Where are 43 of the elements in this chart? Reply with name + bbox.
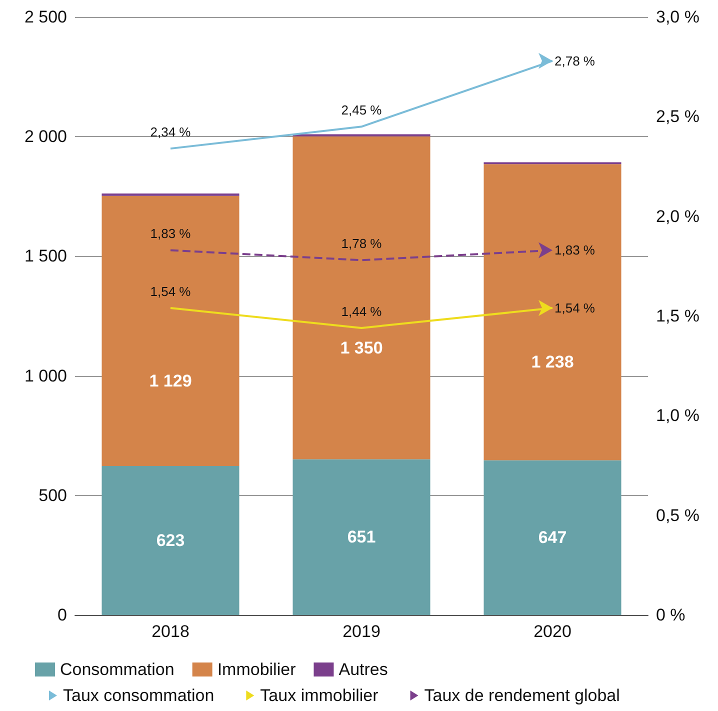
data-label: 623: [156, 530, 185, 550]
data-label: 1 238: [531, 352, 574, 372]
bar: [292, 459, 430, 615]
data-label: 1 350: [340, 338, 383, 358]
y2-tick-label: 2,0 %: [656, 206, 700, 226]
legend-label: Consommation: [60, 660, 174, 679]
data-label: 2,78 %: [554, 53, 596, 68]
legend-label: Taux immobilier: [260, 686, 379, 705]
bar: [102, 196, 240, 466]
x-tick-label: 2018: [152, 622, 190, 641]
data-label: 1,83 %: [554, 242, 596, 258]
y-tick-label: 0: [58, 606, 67, 624]
y-tick-label: 500: [38, 486, 67, 505]
data-label: 1 129: [149, 371, 192, 390]
data-label: 2,34 %: [150, 124, 192, 140]
legend-label: Taux de rendement global: [424, 686, 620, 705]
data-label: 651: [347, 528, 376, 547]
bar: [484, 164, 622, 460]
x-tick-label: 2019: [342, 622, 380, 641]
y2-tick-label: 3,0 %: [656, 8, 700, 26]
data-label: 1,44 %: [341, 304, 382, 319]
data-label: 2,45 %: [341, 102, 382, 118]
data-label: 1,54 %: [554, 300, 596, 316]
data-label: 1,83 %: [150, 226, 192, 242]
data-label: 647: [538, 528, 567, 548]
legend-label: Taux consommation: [63, 686, 214, 705]
data-label: 1,78 %: [341, 236, 382, 252]
y2-tick-label: 2,5 %: [656, 107, 700, 126]
y-tick-label: 1 500: [24, 246, 67, 266]
legend-label: Autres: [338, 660, 388, 679]
y2-tick-label: 1,0 %: [656, 406, 700, 426]
y-tick-label: 2 500: [24, 8, 67, 26]
legend-label: Immobilier: [217, 660, 296, 679]
bar: [484, 460, 622, 615]
bar: [292, 136, 430, 460]
data-label: 1,54 %: [150, 284, 192, 300]
x-tick-label: 2020: [534, 622, 572, 641]
y2-tick-label: 0 %: [656, 606, 686, 624]
y2-tick-label: 0,5 %: [656, 506, 700, 525]
y-tick-label: 1 000: [24, 366, 67, 386]
y2-tick-label: 1,5 %: [656, 306, 700, 326]
y-tick-label: 2 000: [24, 127, 67, 146]
bar: [102, 466, 240, 615]
